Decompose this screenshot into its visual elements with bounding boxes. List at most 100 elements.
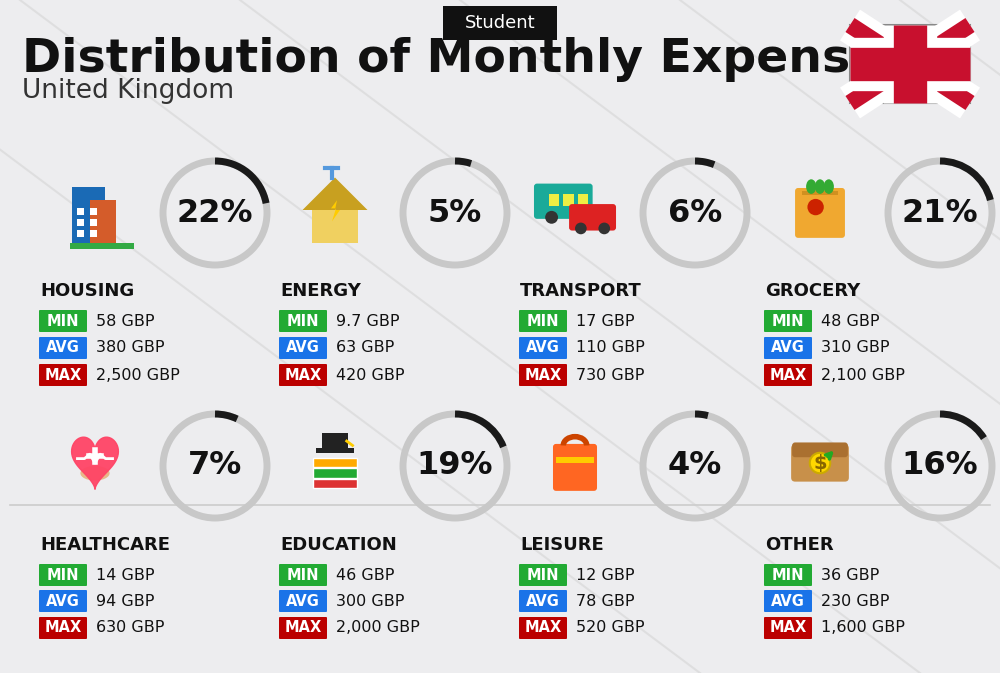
FancyBboxPatch shape xyxy=(519,337,567,359)
Bar xyxy=(802,191,838,195)
FancyBboxPatch shape xyxy=(279,564,327,586)
Text: 9.7 GBP: 9.7 GBP xyxy=(336,314,400,328)
FancyBboxPatch shape xyxy=(534,184,593,219)
Text: 46 GBP: 46 GBP xyxy=(336,567,394,583)
FancyBboxPatch shape xyxy=(764,337,812,359)
Text: MIN: MIN xyxy=(287,567,319,583)
Text: 21%: 21% xyxy=(902,197,978,229)
Text: 2,100 GBP: 2,100 GBP xyxy=(821,367,905,382)
Text: Student: Student xyxy=(465,14,535,32)
Text: AVG: AVG xyxy=(46,341,80,355)
Circle shape xyxy=(807,199,824,215)
Text: AVG: AVG xyxy=(286,341,320,355)
Text: 4%: 4% xyxy=(668,450,722,481)
Bar xyxy=(90,219,97,226)
Bar xyxy=(313,468,357,478)
FancyBboxPatch shape xyxy=(519,590,567,612)
FancyBboxPatch shape xyxy=(795,188,845,238)
Text: 730 GBP: 730 GBP xyxy=(576,367,644,382)
FancyBboxPatch shape xyxy=(39,337,87,359)
Ellipse shape xyxy=(815,179,825,194)
Text: MAX: MAX xyxy=(284,367,322,382)
Text: MAX: MAX xyxy=(44,621,82,635)
Bar xyxy=(312,210,358,242)
FancyBboxPatch shape xyxy=(764,564,812,586)
Bar xyxy=(77,208,84,215)
Text: 19%: 19% xyxy=(417,450,493,481)
Ellipse shape xyxy=(806,179,816,194)
Bar xyxy=(316,448,354,453)
Circle shape xyxy=(574,211,587,223)
Bar xyxy=(77,230,84,237)
FancyBboxPatch shape xyxy=(39,310,87,332)
FancyBboxPatch shape xyxy=(764,590,812,612)
Bar xyxy=(313,458,357,467)
Bar xyxy=(70,242,134,248)
Text: United Kingdom: United Kingdom xyxy=(22,78,234,104)
Bar xyxy=(563,194,574,206)
FancyBboxPatch shape xyxy=(519,564,567,586)
Bar xyxy=(90,208,97,215)
FancyBboxPatch shape xyxy=(279,310,327,332)
Text: 230 GBP: 230 GBP xyxy=(821,594,889,608)
Bar xyxy=(90,201,116,242)
Bar xyxy=(313,479,357,488)
Bar xyxy=(578,194,588,206)
Text: MAX: MAX xyxy=(769,621,807,635)
Text: 310 GBP: 310 GBP xyxy=(821,341,890,355)
FancyBboxPatch shape xyxy=(39,564,87,586)
Text: MAX: MAX xyxy=(284,621,322,635)
Text: MAX: MAX xyxy=(769,367,807,382)
Text: 22%: 22% xyxy=(177,197,253,229)
Text: 36 GBP: 36 GBP xyxy=(821,567,879,583)
FancyBboxPatch shape xyxy=(39,364,87,386)
Text: AVG: AVG xyxy=(286,594,320,608)
Text: ENERGY: ENERGY xyxy=(280,282,361,300)
Text: AVG: AVG xyxy=(46,594,80,608)
Text: 63 GBP: 63 GBP xyxy=(336,341,394,355)
FancyBboxPatch shape xyxy=(443,6,557,40)
Text: 380 GBP: 380 GBP xyxy=(96,341,164,355)
Text: MAX: MAX xyxy=(524,367,562,382)
Text: 630 GBP: 630 GBP xyxy=(96,621,164,635)
Text: MIN: MIN xyxy=(527,314,559,328)
FancyBboxPatch shape xyxy=(764,364,812,386)
Text: 110 GBP: 110 GBP xyxy=(576,341,645,355)
Text: 16%: 16% xyxy=(902,450,978,481)
Text: MIN: MIN xyxy=(47,314,79,328)
Text: EDUCATION: EDUCATION xyxy=(280,536,397,554)
Text: MIN: MIN xyxy=(772,567,804,583)
Text: 48 GBP: 48 GBP xyxy=(821,314,880,328)
Text: MIN: MIN xyxy=(287,314,319,328)
Text: 520 GBP: 520 GBP xyxy=(576,621,644,635)
FancyBboxPatch shape xyxy=(569,204,616,231)
FancyBboxPatch shape xyxy=(39,617,87,639)
FancyBboxPatch shape xyxy=(279,590,327,612)
FancyBboxPatch shape xyxy=(39,590,87,612)
Text: AVG: AVG xyxy=(771,594,805,608)
Text: 14 GBP: 14 GBP xyxy=(96,567,154,583)
Text: TRANSPORT: TRANSPORT xyxy=(520,282,642,300)
Text: 300 GBP: 300 GBP xyxy=(336,594,404,608)
FancyBboxPatch shape xyxy=(322,433,348,450)
Text: GROCERY: GROCERY xyxy=(765,282,860,300)
Text: Distribution of Monthly Expenses: Distribution of Monthly Expenses xyxy=(22,38,910,83)
Circle shape xyxy=(575,223,587,234)
Bar xyxy=(549,194,559,206)
Text: 1,600 GBP: 1,600 GBP xyxy=(821,621,905,635)
Bar xyxy=(556,457,594,463)
Polygon shape xyxy=(331,201,340,221)
Text: MIN: MIN xyxy=(527,567,559,583)
FancyBboxPatch shape xyxy=(279,337,327,359)
FancyBboxPatch shape xyxy=(279,364,327,386)
Text: 5%: 5% xyxy=(428,197,482,229)
Text: OTHER: OTHER xyxy=(765,536,834,554)
Text: 17 GBP: 17 GBP xyxy=(576,314,635,328)
Text: MIN: MIN xyxy=(47,567,79,583)
Text: MIN: MIN xyxy=(772,314,804,328)
Text: MAX: MAX xyxy=(524,621,562,635)
Ellipse shape xyxy=(80,466,110,481)
Ellipse shape xyxy=(824,179,834,194)
Text: 78 GBP: 78 GBP xyxy=(576,594,635,608)
Bar xyxy=(850,25,970,103)
